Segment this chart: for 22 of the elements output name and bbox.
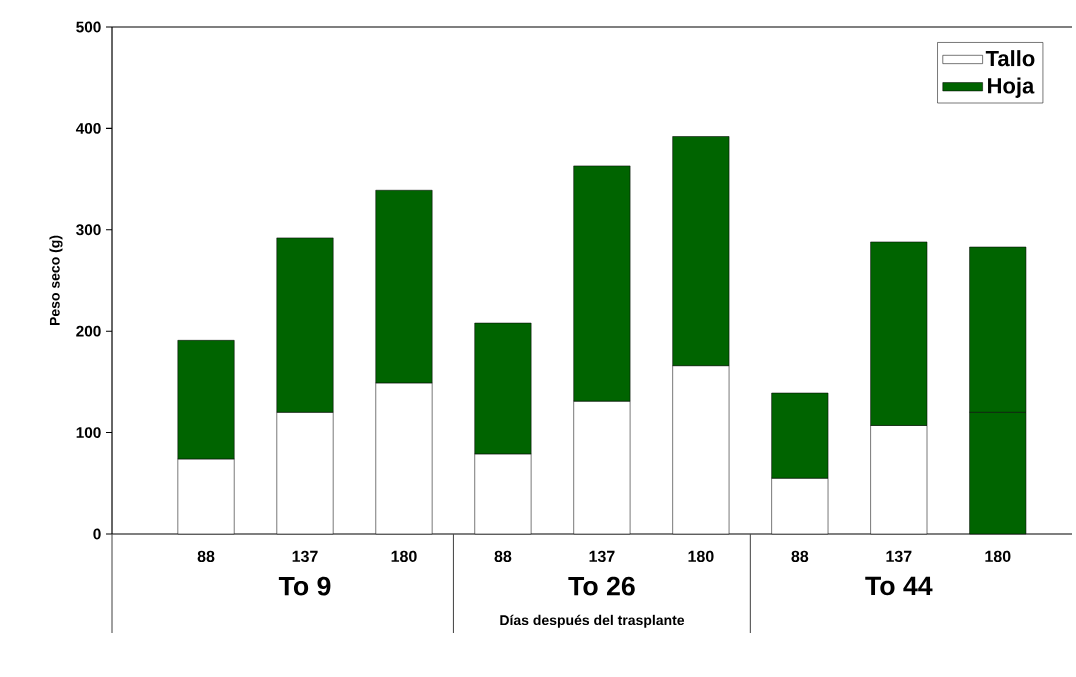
legend-label: Tallo — [985, 50, 1035, 67]
y-tick-label: 100 — [76, 427, 101, 439]
text: To 9 — [278, 576, 331, 596]
x-axis-title: Días después del trasplante — [500, 614, 685, 628]
y-tick-label: 300 — [76, 224, 101, 236]
x-tick-label: 180 — [985, 550, 1011, 563]
y-tick-label: 400 — [75, 122, 101, 134]
x-tick-label: 137 — [886, 550, 912, 563]
x-tick-label: 137 — [292, 550, 318, 563]
x-tick-label: 180 — [391, 550, 417, 563]
x-tick-label: 137 — [589, 550, 615, 563]
y-axis-title: Peso seco (g) — [49, 235, 63, 326]
y-tick-label: 200 — [76, 325, 101, 337]
legend-label: Hoja — [988, 77, 1035, 98]
y-tick-label: 0 — [93, 528, 101, 540]
text: To 26 — [568, 576, 635, 596]
x-tick-label: 88 — [494, 550, 512, 563]
x-tick-label: 180 — [688, 550, 714, 563]
y-tick-label: 500 — [76, 21, 101, 33]
x-tick-label: 88 — [791, 550, 809, 563]
text: To 44 — [865, 576, 933, 596]
x-tick-label: 88 — [197, 550, 215, 563]
